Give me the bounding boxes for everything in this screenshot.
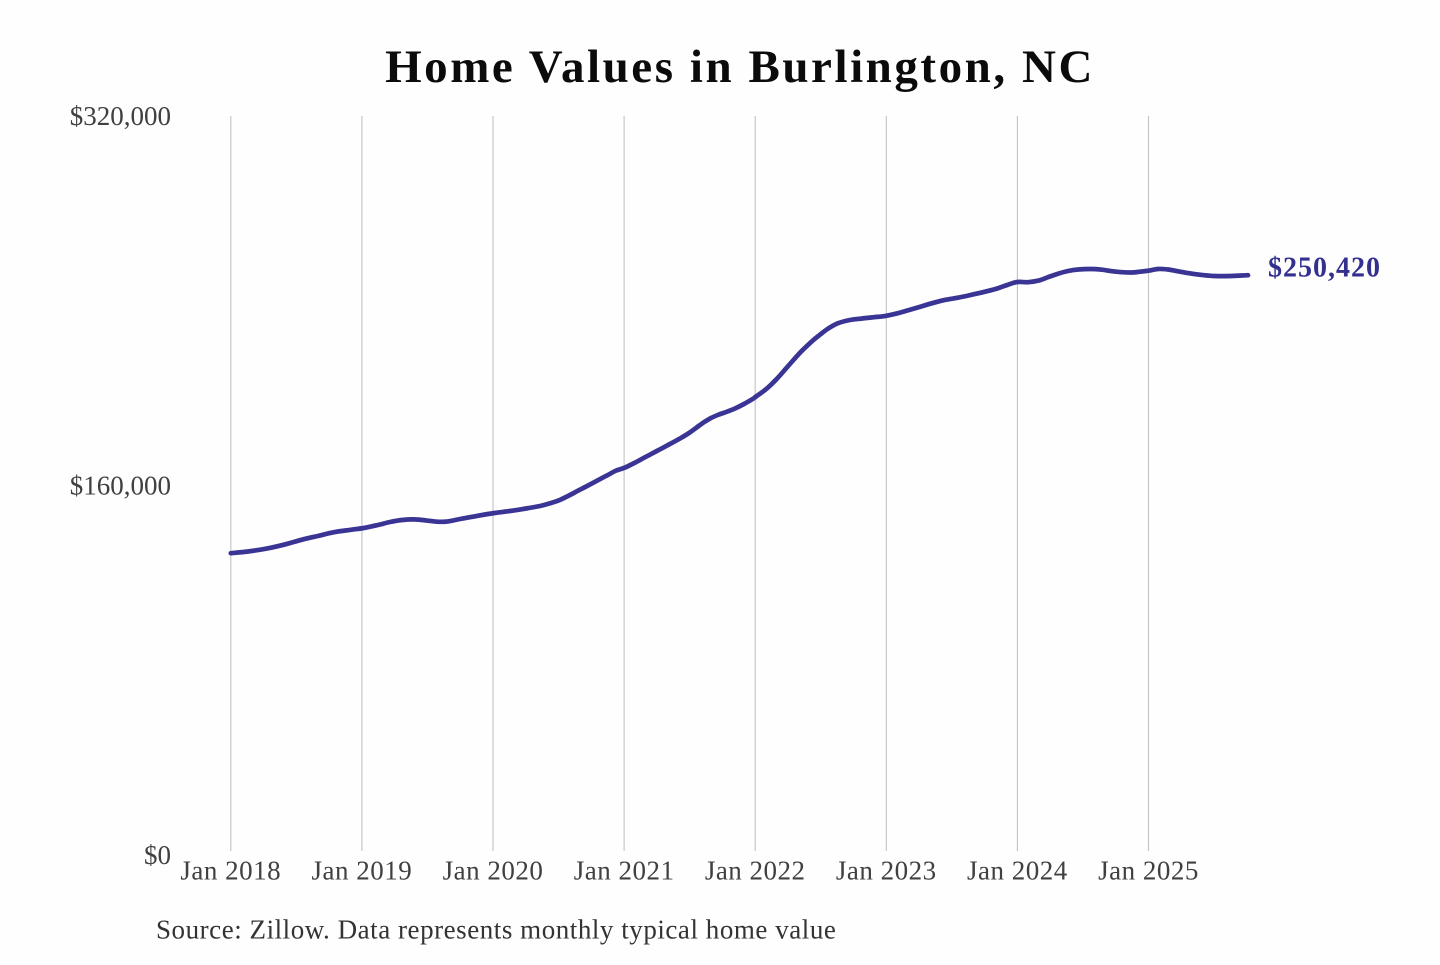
svg-text:$320,000: $320,000 [70,101,171,131]
svg-text:Jan 2019: Jan 2019 [312,856,413,886]
svg-text:Jan 2022: Jan 2022 [705,856,806,886]
svg-text:$160,000: $160,000 [70,470,171,500]
svg-text:Jan 2024: Jan 2024 [967,856,1068,886]
svg-text:Home Values in Burlington, NC: Home Values in Burlington, NC [385,41,1095,93]
svg-text:Jan 2021: Jan 2021 [574,856,675,886]
svg-text:$0: $0 [144,840,171,870]
svg-text:Source: Zillow. Data represent: Source: Zillow. Data represents monthly … [156,915,836,945]
svg-text:Jan 2020: Jan 2020 [443,856,544,886]
svg-text:Jan 2018: Jan 2018 [180,856,281,886]
svg-text:Jan 2025: Jan 2025 [1098,856,1199,886]
svg-text:$250,420: $250,420 [1268,253,1381,284]
svg-text:Jan 2023: Jan 2023 [836,856,937,886]
